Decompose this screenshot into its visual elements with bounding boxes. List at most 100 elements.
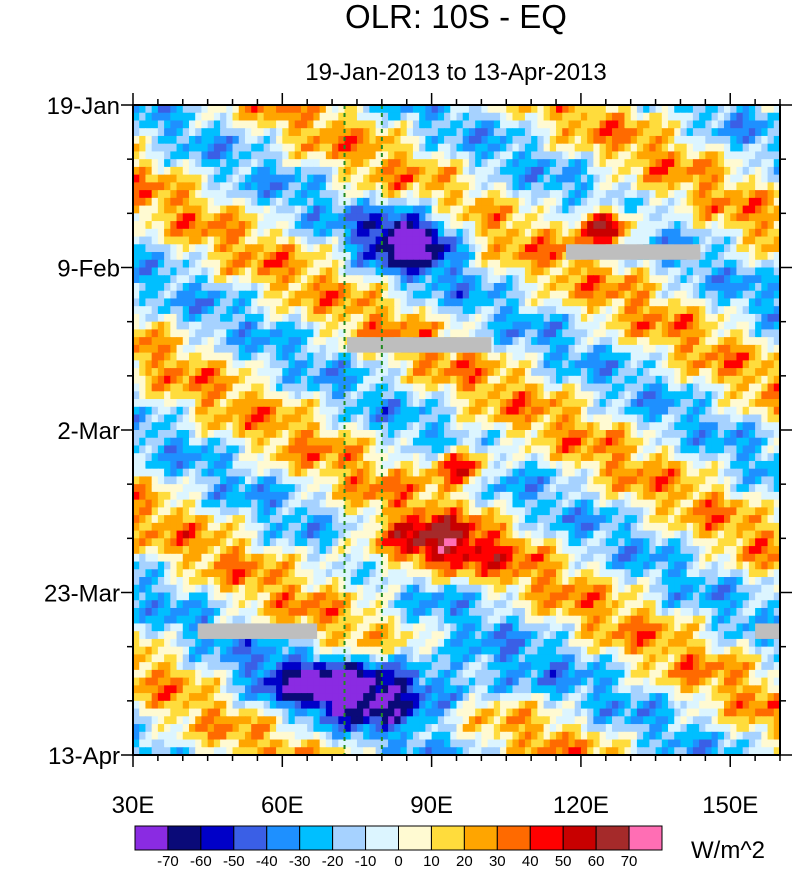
- heatmap-cell: [624, 313, 632, 323]
- heatmap-cell: [157, 290, 165, 300]
- heatmap-cell: [238, 453, 246, 462]
- heatmap-cell: [244, 468, 252, 478]
- heatmap-cell: [188, 135, 196, 145]
- heatmap-cell: [773, 182, 780, 191]
- heatmap-cell: [717, 360, 725, 369]
- heatmap-cell: [157, 321, 165, 331]
- heatmap-cell: [450, 159, 458, 168]
- heatmap-cell: [524, 313, 532, 323]
- heatmap-cell: [300, 174, 308, 183]
- heatmap-cell: [182, 445, 190, 454]
- heatmap-cell: [755, 329, 762, 338]
- heatmap-cell: [699, 468, 706, 478]
- heatmap-cell: [188, 453, 196, 462]
- heatmap-cell: [257, 399, 265, 408]
- heatmap-cell: [300, 352, 308, 361]
- heatmap-cell: [145, 166, 153, 176]
- heatmap-cell: [419, 290, 426, 300]
- heatmap-cell: [188, 282, 196, 292]
- heatmap-cell: [257, 445, 265, 454]
- heatmap-cell: [537, 128, 545, 137]
- heatmap-cell: [755, 306, 762, 315]
- heatmap-cell: [133, 197, 140, 207]
- heatmap-cell: [562, 120, 570, 129]
- heatmap-cell: [164, 422, 171, 431]
- heatmap-cell: [276, 259, 283, 269]
- heatmap-cell: [481, 298, 489, 307]
- heatmap-cell: [612, 159, 619, 168]
- heatmap-cell: [139, 120, 147, 129]
- heatmap-cell: [182, 282, 190, 292]
- heatmap-cell: [618, 290, 626, 300]
- heatmap-cell: [699, 205, 706, 214]
- heatmap-cell: [524, 360, 532, 369]
- heatmap-cell: [668, 128, 675, 137]
- heatmap-cell: [761, 375, 769, 385]
- heatmap-cell: [742, 306, 750, 315]
- heatmap-cell: [238, 360, 246, 369]
- heatmap-cell: [462, 159, 470, 168]
- heatmap-cell: [232, 468, 240, 478]
- heatmap-cell: [400, 313, 408, 323]
- heatmap-cell: [313, 221, 321, 230]
- heatmap-cell: [213, 143, 221, 153]
- heatmap-cell: [680, 267, 688, 276]
- heatmap-cell: [164, 329, 171, 338]
- heatmap-cell: [220, 422, 227, 431]
- heatmap-cell: [157, 406, 165, 416]
- heatmap-cell: [182, 151, 190, 160]
- heatmap-cell: [394, 445, 402, 454]
- heatmap-cell: [350, 383, 358, 392]
- heatmap-cell: [263, 313, 271, 323]
- heatmap-cell: [263, 205, 271, 214]
- heatmap-cell: [537, 267, 545, 276]
- heatmap-cell: [487, 406, 495, 416]
- heatmap-cell: [307, 190, 315, 199]
- heatmap-cell: [456, 174, 464, 183]
- heatmap-cell: [742, 298, 750, 307]
- heatmap-cell: [151, 430, 159, 439]
- heatmap-cell: [251, 321, 259, 331]
- heatmap-cell: [151, 213, 159, 222]
- heatmap-cell: [462, 174, 470, 183]
- heatmap-cell: [145, 368, 153, 377]
- heatmap-cell: [512, 228, 520, 238]
- heatmap-cell: [232, 453, 240, 462]
- heatmap-cell: [711, 151, 719, 160]
- heatmap-cell: [338, 391, 346, 400]
- heatmap-cell: [133, 344, 140, 354]
- heatmap-cell: [624, 213, 632, 222]
- heatmap-cell: [213, 383, 221, 392]
- heatmap-cell: [332, 282, 339, 292]
- heatmap-cell: [313, 190, 321, 199]
- heatmap-cell: [188, 143, 196, 153]
- heatmap-cell: [332, 159, 339, 168]
- heatmap-cell: [344, 182, 352, 191]
- heatmap-cell: [381, 182, 389, 191]
- heatmap-cell: [170, 445, 178, 454]
- heatmap-cell: [643, 120, 650, 129]
- heatmap-cell: [587, 321, 594, 331]
- heatmap-cell: [139, 414, 147, 423]
- heatmap-cell: [655, 166, 663, 176]
- heatmap-cell: [730, 275, 738, 284]
- heatmap-cell: [450, 236, 458, 245]
- heatmap-cell: [500, 422, 507, 431]
- heatmap-cell: [767, 221, 775, 230]
- heatmap-cell: [375, 275, 383, 284]
- heatmap-cell: [636, 344, 644, 354]
- heatmap-cell: [431, 221, 439, 230]
- heatmap-cell: [755, 460, 762, 470]
- heatmap-cell: [282, 197, 290, 207]
- heatmap-cell: [456, 221, 464, 230]
- heatmap-cell: [419, 182, 426, 191]
- heatmap-cell: [593, 406, 601, 416]
- heatmap-cell: [431, 128, 439, 137]
- heatmap-cell: [213, 321, 221, 331]
- heatmap-cell: [612, 120, 619, 129]
- heatmap-cell: [748, 244, 756, 253]
- heatmap-cell: [363, 414, 370, 423]
- heatmap-cell: [263, 468, 271, 478]
- heatmap-cell: [276, 197, 283, 207]
- heatmap-cell: [338, 468, 346, 478]
